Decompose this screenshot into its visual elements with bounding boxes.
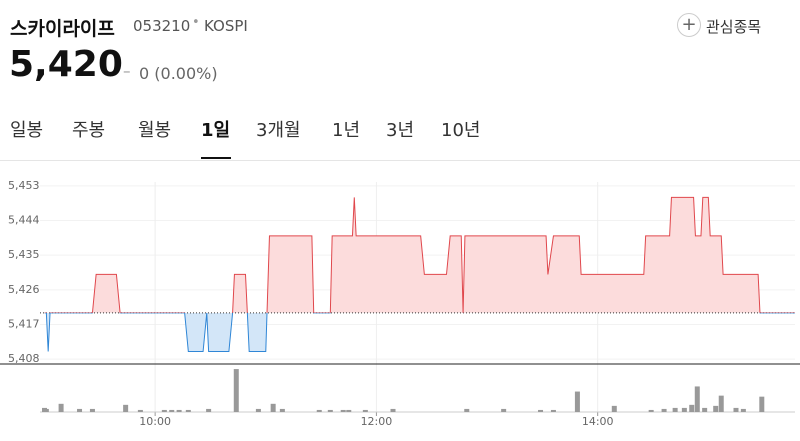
stock-code: 053210 <box>133 17 191 35</box>
volume-bar <box>233 369 239 412</box>
volume-bar <box>137 409 143 412</box>
volume-bar <box>270 403 276 412</box>
volume-bar <box>718 395 724 412</box>
volume-bar <box>689 404 695 412</box>
volume-bar <box>611 405 617 412</box>
volume-bar <box>58 403 64 412</box>
price-line-down <box>44 312 795 352</box>
y-tick-label: 5,417 <box>8 317 40 330</box>
volume-bar <box>464 408 470 412</box>
y-tick-label: 5,444 <box>8 214 40 227</box>
volume-bar <box>538 409 544 412</box>
volume-bar <box>169 409 175 412</box>
x-tick-label: 12:00 <box>361 415 393 428</box>
volume-bar <box>713 405 719 412</box>
y-tick-label: 5,408 <box>8 352 40 365</box>
volume-bar <box>740 408 746 412</box>
tab[interactable]: 1일 <box>201 120 231 141</box>
price-area-up <box>44 197 795 313</box>
volume-bar <box>185 409 191 412</box>
volume-bar <box>362 409 368 412</box>
volume-bar <box>89 408 95 412</box>
volume-bar <box>501 408 507 412</box>
y-tick-label: 5,435 <box>8 248 40 261</box>
volume-bar <box>346 409 352 412</box>
volume-bar <box>672 407 678 412</box>
price-change: 0 (0.00%) <box>139 64 218 83</box>
y-tick-label: 5,426 <box>8 283 40 296</box>
tab[interactable]: 3년 <box>386 120 415 141</box>
volume-bar <box>176 409 182 412</box>
tab[interactable]: 월봉 <box>138 120 172 141</box>
volume-bar <box>316 409 322 412</box>
volume-bar <box>648 409 654 412</box>
tab[interactable]: 1년 <box>332 120 361 141</box>
stock-name: 스카이라이프 <box>10 18 115 40</box>
separator-dot: • <box>192 15 200 30</box>
volume-bar <box>255 408 261 412</box>
x-tick-label: 14:00 <box>582 415 614 428</box>
price-line-up <box>44 196 795 313</box>
market: KOSPI <box>204 17 248 35</box>
volume-bar <box>390 408 396 412</box>
volume-bar <box>733 407 739 412</box>
active-underline <box>201 157 231 159</box>
volume-bar <box>43 408 49 412</box>
price-area-down <box>46 312 268 352</box>
tab[interactable]: 일봉 <box>10 120 44 141</box>
volume-bar <box>702 407 708 412</box>
add-icon[interactable]: + <box>677 13 701 37</box>
watchlist-button[interactable]: 관심종목 <box>706 18 762 36</box>
tab[interactable]: 10년 <box>441 120 481 141</box>
volume-bar <box>206 408 212 412</box>
tab[interactable]: 주봉 <box>72 120 106 141</box>
change-sign: – <box>123 62 131 80</box>
volume-bar <box>161 409 167 412</box>
volume-bar <box>77 408 83 412</box>
volume-bar <box>694 386 700 412</box>
volume-bar <box>681 407 687 412</box>
volume-bar <box>550 409 556 412</box>
x-tick-label: 10:00 <box>139 415 171 428</box>
divider <box>0 160 800 161</box>
volume-bar <box>661 408 667 412</box>
volume-bar <box>574 391 580 412</box>
volume-bar <box>340 409 346 412</box>
volume-bar <box>123 404 129 412</box>
price: 5,420 <box>9 44 123 85</box>
tab[interactable]: 3개월 <box>256 120 301 141</box>
volume-bar <box>279 408 285 412</box>
volume-bar <box>327 409 333 412</box>
volume-bar <box>759 396 765 412</box>
y-tick-label: 5,453 <box>8 179 40 192</box>
